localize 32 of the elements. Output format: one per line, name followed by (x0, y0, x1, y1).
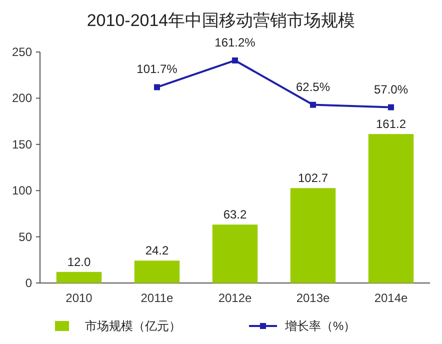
x-tick-label: 2012e (218, 291, 252, 305)
data-label: 161.2 (376, 117, 406, 132)
data-label: 12.0 (67, 254, 91, 269)
point (232, 57, 238, 64)
bar (56, 272, 102, 283)
data-label: 57.0% (374, 82, 408, 96)
data-label: 62.5% (296, 80, 330, 94)
bar (134, 260, 180, 283)
x-tick-label: 2010 (66, 291, 93, 305)
bar (212, 224, 258, 283)
x-tick-label: 2011e (140, 291, 174, 305)
chart-title: 2010-2014年中国移动营销市场规模 (86, 11, 356, 30)
y-tick-label: 250 (12, 45, 32, 59)
point (310, 102, 316, 108)
y-tick-label: 50 (18, 230, 32, 244)
y-tick-label: 0 (25, 276, 32, 290)
x-tick-label: 2014e (374, 291, 408, 305)
point (388, 104, 394, 110)
y-tick-label: 100 (12, 184, 32, 198)
bar (290, 188, 336, 283)
data-label: 101.7% (136, 62, 178, 76)
bar (368, 134, 414, 283)
x-tick-label: 2013e (296, 291, 330, 305)
legend-label: 市场规模（亿元） (85, 319, 181, 333)
point (154, 84, 160, 90)
data-label: 63.2 (223, 208, 247, 222)
data-label: 24.2 (145, 244, 169, 258)
data-label: 102.7 (298, 171, 328, 186)
legend-label: 增长率（%） (284, 319, 356, 333)
y-tick-label: 150 (12, 137, 32, 152)
y-tick-label: 200 (12, 91, 32, 106)
data-label: 161.2% (214, 35, 256, 50)
